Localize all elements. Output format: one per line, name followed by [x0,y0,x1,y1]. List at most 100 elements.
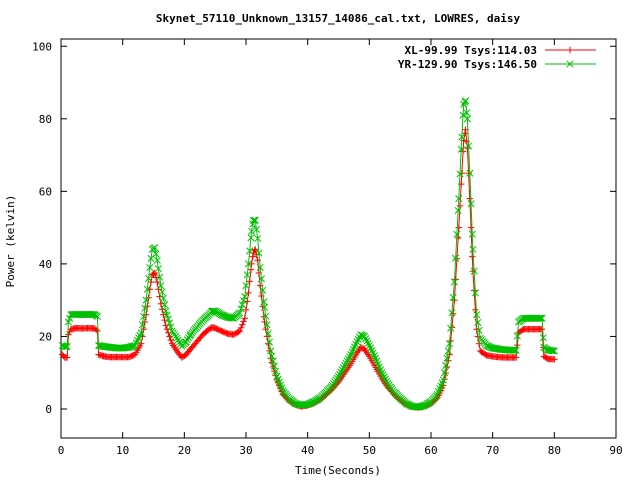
data-point [163,311,171,319]
data-point [241,315,248,322]
data-point [467,200,475,208]
series-line [61,98,555,408]
y-axis-label: Power (kelvin) [4,195,17,288]
y-tick-label: 80 [39,113,52,126]
data-point [152,250,160,258]
legend-marker [566,60,574,68]
data-point [465,170,472,177]
data-point [468,230,476,238]
data-point [439,376,447,384]
data-point [257,275,265,283]
data-point [455,195,463,203]
data-point [138,321,146,329]
data-point [167,336,174,344]
data-point [161,301,169,309]
data-point [456,170,464,178]
x-tick-label: 60 [424,444,437,457]
data-point [470,287,478,294]
data-point [255,249,263,257]
data-point [167,323,175,331]
data-point [248,260,255,268]
data-point [473,311,481,319]
data-point [484,342,492,350]
data-point [247,227,256,235]
x-tick-label: 20 [178,444,191,457]
data-point [307,399,315,407]
data-point [262,312,270,320]
data-point [158,288,166,296]
data-point [236,309,244,317]
data-point [485,342,493,351]
data-point [336,370,344,378]
data-point [152,274,160,281]
x-axis-label: Time(Seconds) [295,464,381,477]
data-point [242,306,250,314]
data-point [63,354,71,361]
chart-title: Skynet_57110_Unknown_13157_14086_cal.txt… [156,12,521,25]
data-point [264,329,272,338]
data-point [147,278,155,286]
data-point [471,289,479,297]
data-point [346,353,354,361]
series-line [61,129,555,409]
data-point [537,314,545,322]
x-tick-label: 80 [548,444,561,457]
data-point [457,145,465,153]
data-point [360,332,368,340]
data-point [467,224,475,231]
data-point [538,325,546,333]
data-point [364,339,372,347]
data-point [549,347,557,355]
data-point [141,304,149,312]
data-point [455,224,462,231]
data-point [463,115,471,123]
data-point [465,142,473,150]
data-point [469,253,476,260]
data-point [245,289,252,297]
data-point [450,278,458,286]
data-point [159,294,167,302]
data-point [259,286,267,294]
data-point [339,364,347,372]
data-point [343,357,351,365]
data-point [260,303,269,311]
y-axis: 0 20 40 60 80 100 [32,40,616,416]
y-tick-label: 100 [32,40,52,53]
data-point [183,336,191,344]
plot-frame [60,38,617,439]
data-point [362,335,370,343]
data-point [260,298,268,306]
data-point [164,315,172,323]
data-point [341,361,349,370]
data-point [251,216,259,224]
data-point [466,169,474,177]
data-point [142,296,150,304]
data-point [154,265,162,273]
data-point [461,97,470,105]
x-axis: 0 10 20 30 40 50 60 70 80 90 [58,39,623,457]
plot-border [60,38,617,439]
data-point [153,256,161,264]
data-point [175,338,183,346]
data-point [228,314,236,322]
data-point [449,293,457,301]
data-point [469,245,477,253]
data-point [182,338,190,346]
series-1 [59,126,558,411]
x-tick-label: 70 [486,444,499,457]
data-point [454,206,462,215]
data-point [448,309,456,317]
data-point [246,278,253,285]
legend-label: XL-99.99 Tsys:114.03 [405,44,537,57]
data-point [151,269,158,277]
data-point [162,307,170,315]
data-point [237,324,245,332]
data-point [63,343,71,351]
data-point [470,267,478,275]
data-point [334,372,343,380]
data-point [513,332,521,340]
x-tick-label: 40 [301,444,314,457]
data-point [512,346,520,354]
